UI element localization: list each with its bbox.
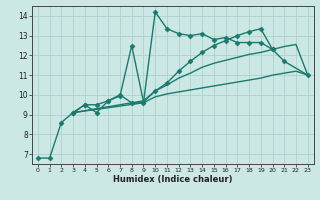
X-axis label: Humidex (Indice chaleur): Humidex (Indice chaleur) — [113, 175, 233, 184]
